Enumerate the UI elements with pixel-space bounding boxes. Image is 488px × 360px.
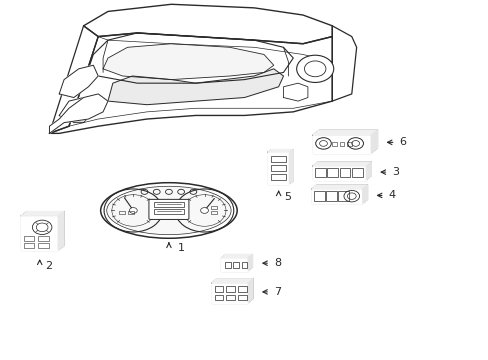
Bar xyxy=(154,202,183,207)
Text: 7: 7 xyxy=(273,287,281,297)
Circle shape xyxy=(296,55,333,82)
Bar xyxy=(270,165,286,171)
Polygon shape xyxy=(283,83,307,101)
Polygon shape xyxy=(312,166,366,180)
Polygon shape xyxy=(312,162,370,166)
Bar xyxy=(210,206,216,209)
Bar xyxy=(315,168,325,177)
Bar xyxy=(325,192,336,201)
Bar xyxy=(338,192,348,201)
Circle shape xyxy=(200,208,208,213)
Polygon shape xyxy=(69,105,93,123)
Ellipse shape xyxy=(106,186,231,235)
Bar xyxy=(351,168,362,177)
Text: 5: 5 xyxy=(284,192,291,202)
Polygon shape xyxy=(312,135,370,153)
Bar xyxy=(270,156,286,162)
Polygon shape xyxy=(211,283,247,303)
Bar xyxy=(23,236,34,241)
FancyBboxPatch shape xyxy=(149,199,188,220)
Bar xyxy=(128,211,134,214)
Polygon shape xyxy=(59,65,98,98)
Polygon shape xyxy=(312,130,377,135)
Polygon shape xyxy=(221,258,247,271)
Bar xyxy=(154,209,183,214)
Polygon shape xyxy=(88,33,293,83)
Bar xyxy=(224,262,230,268)
Bar xyxy=(226,294,235,300)
Polygon shape xyxy=(83,4,331,44)
Bar xyxy=(214,286,223,292)
Polygon shape xyxy=(49,94,108,134)
Text: 4: 4 xyxy=(388,190,395,201)
Polygon shape xyxy=(49,33,331,134)
Polygon shape xyxy=(59,98,88,119)
Polygon shape xyxy=(289,149,293,184)
Ellipse shape xyxy=(101,183,237,238)
Circle shape xyxy=(129,208,137,213)
Polygon shape xyxy=(311,185,367,189)
Bar xyxy=(270,174,286,180)
Polygon shape xyxy=(331,26,356,101)
Polygon shape xyxy=(311,189,362,203)
Polygon shape xyxy=(247,279,252,303)
Polygon shape xyxy=(221,255,252,258)
Polygon shape xyxy=(267,149,293,152)
Bar xyxy=(339,142,344,146)
Bar xyxy=(38,243,49,248)
Text: 6: 6 xyxy=(399,138,406,147)
Text: 1: 1 xyxy=(177,243,184,253)
Polygon shape xyxy=(108,69,283,105)
Bar xyxy=(327,168,337,177)
Bar xyxy=(238,294,246,300)
Polygon shape xyxy=(103,44,273,80)
Text: 3: 3 xyxy=(391,167,398,177)
Bar xyxy=(241,262,247,268)
Text: 8: 8 xyxy=(273,258,281,268)
Bar xyxy=(313,192,324,201)
Polygon shape xyxy=(366,162,370,180)
Bar xyxy=(233,262,239,268)
Bar xyxy=(210,211,216,214)
Polygon shape xyxy=(21,212,64,216)
Bar xyxy=(339,168,349,177)
Polygon shape xyxy=(370,130,377,153)
Text: 2: 2 xyxy=(45,261,53,271)
Polygon shape xyxy=(362,185,367,203)
Bar xyxy=(119,211,124,214)
Polygon shape xyxy=(247,255,252,271)
Polygon shape xyxy=(58,212,64,250)
Bar xyxy=(214,294,223,300)
Polygon shape xyxy=(267,152,289,184)
Polygon shape xyxy=(211,279,252,283)
Bar xyxy=(331,142,336,146)
Bar xyxy=(346,142,351,146)
Polygon shape xyxy=(21,216,58,250)
Bar xyxy=(23,243,34,248)
Bar xyxy=(238,286,246,292)
Bar xyxy=(226,286,235,292)
Bar xyxy=(38,236,49,241)
Polygon shape xyxy=(49,26,98,134)
